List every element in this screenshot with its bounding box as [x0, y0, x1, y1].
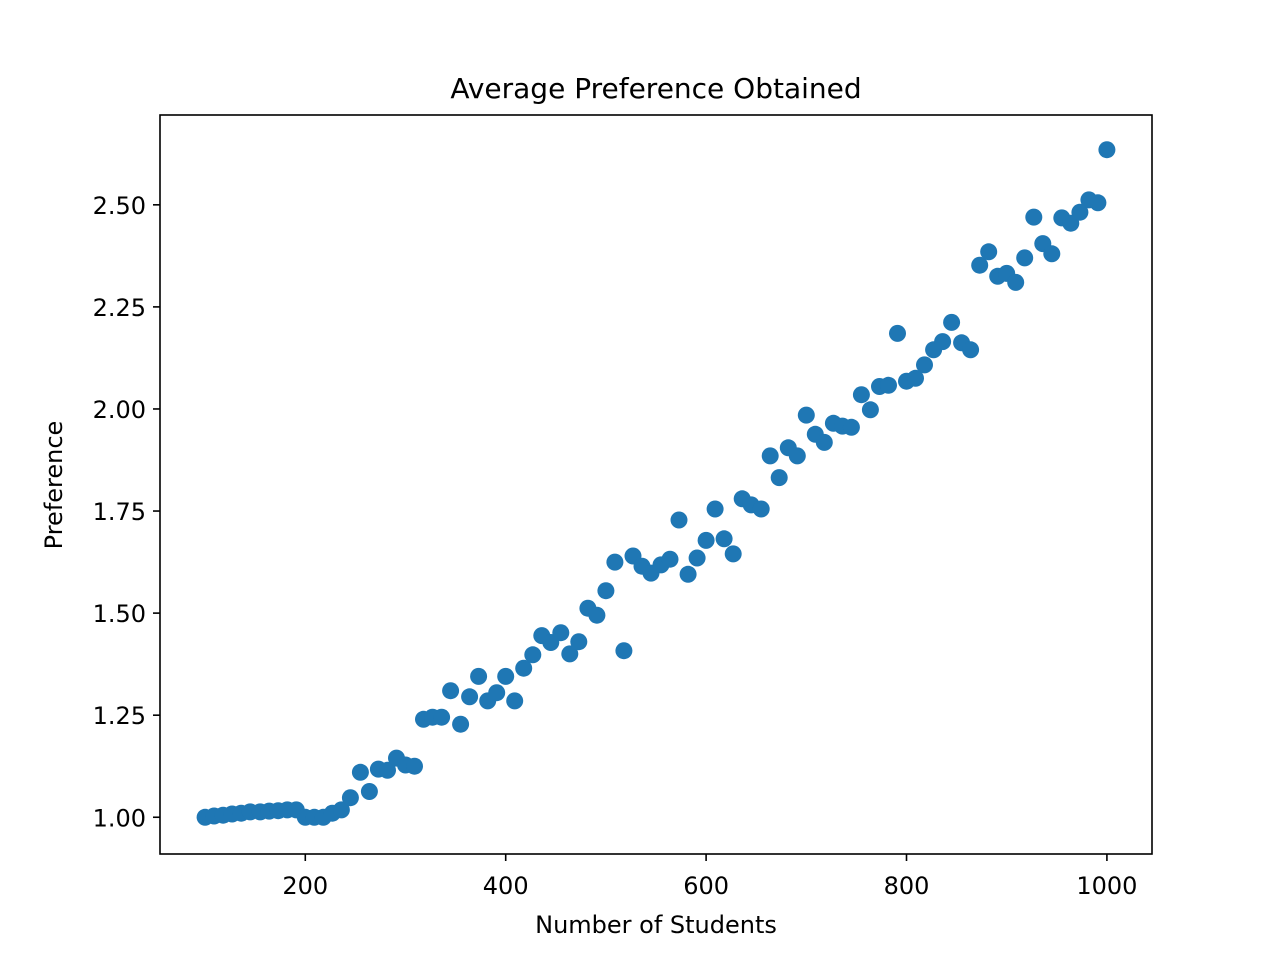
data-point — [752, 500, 770, 518]
data-point — [980, 243, 998, 261]
x-axis-label: Number of Students — [535, 911, 777, 939]
data-point — [406, 757, 423, 775]
x-tick-label: 1000 — [1076, 872, 1137, 900]
data-point — [889, 324, 906, 342]
data-point — [360, 783, 378, 800]
data-point — [1098, 141, 1116, 159]
data-point — [1043, 245, 1061, 263]
data-point — [815, 433, 833, 451]
x-tick-label: 400 — [483, 872, 529, 900]
data-point — [588, 606, 606, 624]
data-point — [561, 645, 579, 663]
data-point — [916, 356, 933, 374]
y-tick-label: 1.75 — [93, 498, 146, 526]
data-point — [842, 418, 860, 436]
data-point — [770, 469, 788, 487]
data-point — [697, 531, 715, 549]
data-point — [688, 549, 706, 567]
data-point — [442, 682, 460, 700]
x-tick-label: 600 — [683, 872, 729, 900]
data-point — [461, 688, 479, 706]
y-tick-label: 2.00 — [93, 396, 146, 424]
y-tick-label: 1.25 — [93, 702, 146, 730]
y-tick-label: 2.25 — [93, 294, 146, 322]
data-point — [506, 692, 524, 710]
x-axis-ticks: 200 400 600 800 1000 — [282, 854, 1137, 900]
data-point — [497, 667, 515, 685]
data-points — [196, 141, 1116, 826]
plot-frame — [159, 114, 1153, 855]
data-point — [1071, 203, 1089, 221]
data-point — [1007, 273, 1025, 291]
data-point — [332, 801, 350, 819]
data-point — [433, 708, 451, 726]
data-point — [524, 646, 542, 664]
data-point — [1089, 194, 1107, 212]
data-point — [351, 763, 369, 781]
data-point — [797, 406, 815, 424]
data-point — [341, 789, 359, 807]
data-point — [852, 386, 870, 404]
data-point — [962, 341, 980, 359]
chart-title: Average Preference Obtained — [450, 72, 861, 105]
data-point — [861, 401, 879, 419]
data-point — [907, 369, 924, 387]
data-point — [470, 667, 488, 685]
data-point — [761, 447, 779, 465]
y-axis-label: Preference — [40, 421, 68, 550]
y-tick-label: 1.50 — [93, 600, 146, 628]
data-point — [615, 642, 633, 660]
data-point — [715, 530, 733, 548]
data-point — [724, 545, 742, 563]
data-point — [943, 313, 961, 331]
data-point — [606, 553, 624, 571]
x-tick-label: 800 — [884, 872, 930, 900]
y-axis-ticks: 1.00 1.25 1.50 1.75 2.00 2.25 2.50 — [93, 192, 160, 832]
data-point — [570, 633, 588, 651]
data-point — [679, 565, 697, 583]
data-point — [379, 761, 396, 779]
y-tick-label: 1.00 — [93, 804, 146, 832]
data-point — [971, 256, 989, 274]
data-point — [661, 550, 679, 568]
data-point — [880, 376, 897, 394]
data-point — [452, 715, 470, 733]
data-point — [488, 684, 506, 702]
data-point — [1025, 208, 1043, 226]
data-point — [1016, 249, 1034, 267]
data-point — [597, 582, 615, 600]
data-point — [706, 500, 724, 518]
data-point — [670, 511, 688, 529]
y-tick-label: 2.50 — [93, 192, 146, 220]
data-point — [515, 659, 533, 677]
data-point — [788, 447, 806, 465]
x-tick-label: 200 — [282, 872, 328, 900]
data-point — [552, 624, 570, 642]
data-point — [934, 333, 952, 351]
